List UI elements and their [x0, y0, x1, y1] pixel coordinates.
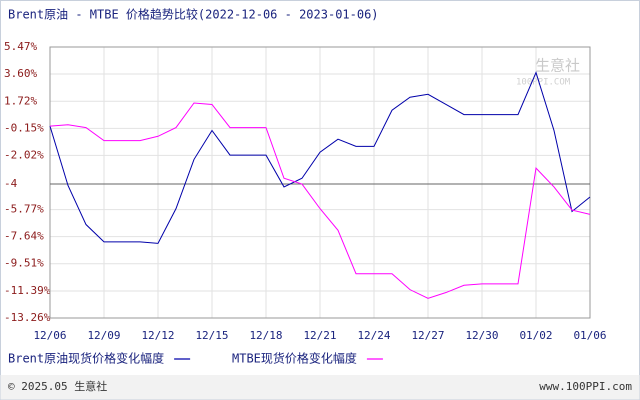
series-line [49, 102, 591, 299]
x-tick-label: 01/02 [519, 329, 552, 342]
y-tick-label: -5.77% [4, 203, 44, 216]
x-tick-label: 12/09 [87, 329, 120, 342]
plot-border [49, 46, 591, 319]
y-tick-label: -2.02% [4, 148, 44, 161]
x-tick-label: 12/30 [465, 329, 498, 342]
chart-title: Brent原油 - MTBE 价格趋势比较(2022-12-06 - 2023-… [8, 7, 379, 22]
legend-label: MTBE现货价格变化幅度 [232, 351, 357, 366]
footer-left: © 2025.05 生意社 [8, 379, 107, 393]
x-tick-label: 12/12 [141, 329, 174, 342]
x-tick-label: 01/06 [573, 329, 606, 342]
series-line [49, 71, 591, 244]
footer-right: www.100PPI.com [539, 380, 632, 393]
y-tick-label: 5.47% [4, 40, 37, 53]
watermark: 100PPI.COM [516, 78, 571, 88]
y-tick-label: -11.39% [4, 284, 51, 297]
x-tick-label: 12/21 [303, 329, 336, 342]
y-tick-label: 1.72% [4, 94, 37, 107]
y-tick-label: 3.60% [4, 67, 37, 80]
x-tick-label: 12/06 [33, 329, 66, 342]
y-tick-label: -0.15% [4, 121, 44, 134]
y-tick-label: -9.51% [4, 257, 44, 270]
x-tick-label: 12/18 [249, 329, 282, 342]
footer [0, 375, 640, 400]
legend-label: Brent原油现货价格变化幅度 [8, 351, 164, 366]
x-tick-label: 12/27 [411, 329, 444, 342]
x-tick-label: 12/15 [195, 329, 228, 342]
y-tick-label: -13.26% [4, 311, 51, 324]
y-tick-label: -7.64% [4, 230, 44, 243]
watermark: 生意社 [535, 57, 580, 75]
y-tick-label: -4 [4, 177, 18, 190]
x-tick-label: 12/24 [357, 329, 390, 342]
